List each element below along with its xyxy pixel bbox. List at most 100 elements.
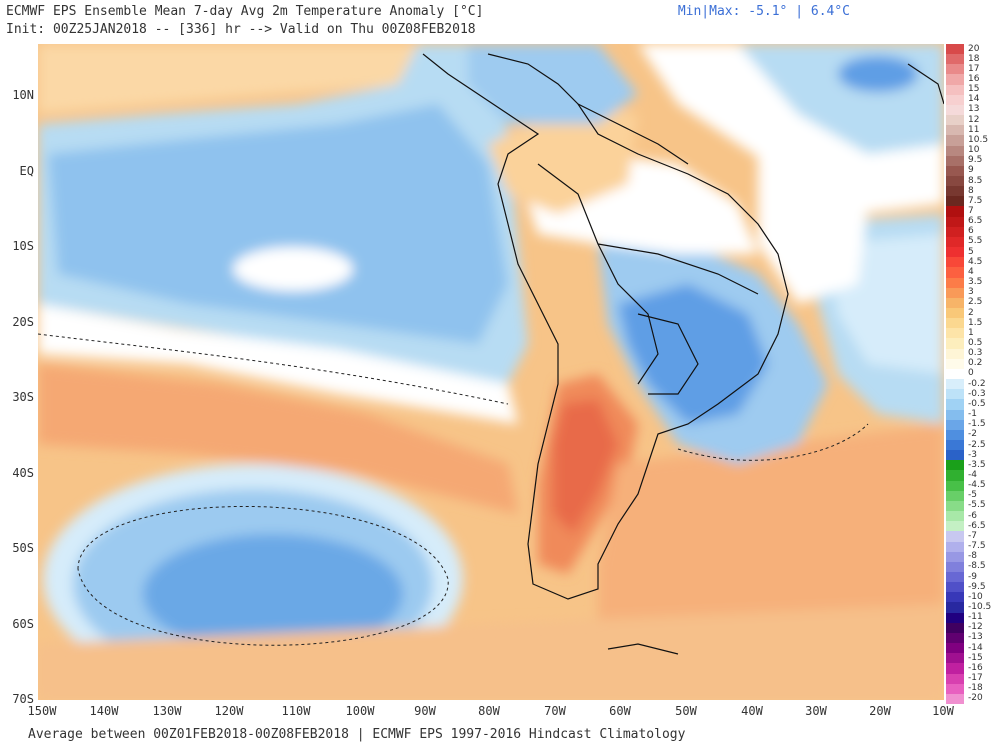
colorbar-swatch [946,318,964,329]
colorbar-label: 0.2 [968,358,983,369]
colorbar-swatch [946,297,964,309]
colorbar-swatch [946,54,964,65]
colorbar-label: 6 [968,226,974,237]
colorbar-label: -6 [968,510,977,521]
colorbar-label: 6.5 [968,216,983,227]
colorbar-swatch [946,673,964,685]
colorbar-swatch [946,490,964,502]
colorbar-label: -17 [968,673,983,684]
colorbar-label: -5.5 [968,500,986,511]
colorbar-swatch [946,247,964,258]
colorbar-swatch [946,663,964,675]
colorbar-label: 1 [968,327,974,338]
colorbar-label: 0.3 [968,348,983,359]
lat-label: 30S [12,390,34,404]
lat-label: 50S [12,541,34,555]
footer-caption: Average between 00Z01FEB2018-00Z08FEB201… [28,727,686,742]
colorbar-swatch [946,64,964,75]
colorbar-label: 16 [968,73,980,84]
colorbar-swatch [946,358,964,370]
colorbar-swatch [946,257,964,268]
colorbar-swatch [946,94,964,106]
colorbar-swatch [946,44,964,55]
colorbar-swatch [946,521,964,532]
colorbar-label: 2 [968,307,974,318]
lat-label: 20S [12,315,34,329]
anomaly-map [38,44,944,700]
lon-label: 50W [675,704,697,718]
lat-label: 10S [12,239,34,253]
colorbar-swatch [946,287,964,299]
colorbar-label: -1 [968,409,977,420]
colorbar-swatch [946,84,964,96]
colorbar-label: 3.5 [968,277,983,288]
colorbar-swatch [946,470,964,482]
lat-label: 40S [12,466,34,480]
lon-label: 120W [214,704,244,718]
colorbar-label: 15 [968,84,980,95]
colorbar-label: -0.2 [968,378,986,389]
lon-label: 140W [89,704,119,718]
colorbar-label: -3.5 [968,459,986,470]
colorbar-label: -4.5 [968,480,986,491]
colorbar-label: 9.5 [968,155,983,166]
colorbar-label: -4 [968,469,977,480]
colorbar-swatch [946,460,964,471]
lat-label: 10N [12,88,34,102]
colorbar-label: -3 [968,449,977,460]
colorbar-swatch [946,693,964,705]
colorbar-swatch [946,338,964,350]
colorbar-swatch [946,155,964,167]
colorbar-swatch [946,602,964,614]
colorbar-swatch [946,176,964,187]
colorbar-swatch [946,308,964,319]
colorbar-swatch [946,74,964,86]
lon-label: 20W [869,704,891,718]
colorbar-swatch [946,115,964,126]
colorbar-label: -2.5 [968,439,986,450]
colorbar-label: 0 [968,368,974,379]
init-valid-line: Init: 00Z25JAN2018 -- [336] hr --> Valid… [6,22,476,37]
colorbar-swatch [946,267,964,279]
lat-label: EQ [19,164,34,178]
colorbar-label: -9.5 [968,581,986,592]
colorbar-label: 10.5 [968,134,989,145]
colorbar-swatch [946,632,964,644]
lon-label: 60W [609,704,631,718]
colorbar-label: -9 [968,571,977,582]
colorbar-label: -10 [968,591,983,602]
lon-label: 30W [805,704,827,718]
colorbar-swatch [946,480,964,492]
min-max-readout: Min|Max: -5.1° | 6.4°C [677,4,850,19]
colorbar-label: -0.3 [968,388,986,399]
colorbar-label: 17 [968,63,980,74]
colorbar-label: -2 [968,429,977,440]
colorbar-swatch [946,145,964,157]
colorbar-label: 0.5 [968,337,983,348]
colorbar-label: 11 [968,124,980,135]
lon-label: 80W [478,704,500,718]
colorbar-label: 13 [968,104,980,115]
colorbar-label: -7.5 [968,541,986,552]
colorbar-swatch [946,135,964,147]
colorbar-swatch [946,348,964,360]
colorbar-label: -8.5 [968,561,986,572]
colorbar-swatch [946,551,964,563]
colorbar-label: -14 [968,642,983,653]
colorbar-label: 7.5 [968,195,983,206]
colorbar-label: 14 [968,94,980,105]
colorbar-swatch [946,236,964,248]
lat-label: 70S [12,692,34,706]
colorbar-label: -15 [968,652,983,663]
colorbar-swatch [946,226,964,238]
colorbar-swatch [946,328,964,339]
colorbar-label: 12 [968,114,980,125]
lon-label: 130W [152,704,182,718]
lon-label: 100W [345,704,375,718]
colorbar-swatch [946,622,964,634]
colorbar-label: -18 [968,683,983,694]
colorbar-swatch [946,541,964,553]
colorbar-swatch [946,368,964,380]
colorbar-label: -8 [968,551,977,562]
colorbar-label: 7 [968,205,974,216]
